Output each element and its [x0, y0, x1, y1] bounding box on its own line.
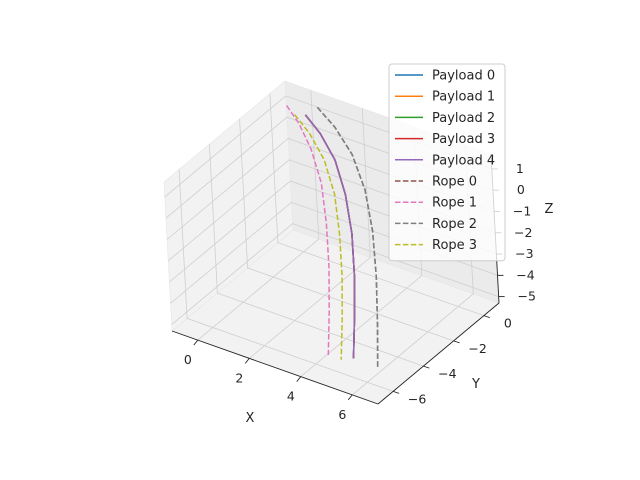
grid-line-x [197, 90, 320, 341]
x-tick-label: 6 [338, 407, 346, 422]
legend-label: Payload 0 [432, 69, 495, 84]
x-tick-mark [244, 358, 250, 364]
series-lines [285, 105, 379, 369]
z-axis-label: Z [545, 202, 554, 217]
z-tick-label: 1 [516, 161, 524, 176]
x-tick-label: 2 [235, 370, 243, 385]
legend: Payload 0 Payload 1 Payload 2 Payload 3 Payl… [388, 63, 506, 262]
y-tick-label: −6 [408, 391, 426, 406]
grid-line-z [171, 223, 499, 325]
x-tick-mark [296, 376, 302, 382]
legend-label: Payload 3 [432, 132, 495, 147]
z-tick-label: −2 [514, 225, 532, 240]
grid-lines [164, 90, 499, 396]
z-tick-label: −3 [515, 246, 533, 261]
series-line-8 [294, 114, 343, 360]
series-line-7 [316, 106, 379, 369]
legend-label: Rope 3 [432, 238, 477, 253]
grid-line-y [178, 169, 394, 392]
pane-left [163, 80, 294, 332]
legend-label: Rope 2 [432, 217, 477, 232]
x-axis-label: X [246, 411, 255, 426]
y-tick-label: 0 [504, 316, 512, 331]
x-axis-line [171, 330, 379, 405]
series-line-4 [304, 114, 356, 359]
grid-line-y [209, 144, 424, 367]
z-tick-label: −4 [516, 267, 534, 282]
legend-label: Rope 1 [432, 196, 477, 211]
legend-frame [388, 63, 506, 262]
x-tick-label: 0 [184, 352, 192, 367]
grid-line-y [269, 93, 485, 316]
y-tick-mark [392, 390, 400, 394]
y-tick-mark [483, 315, 491, 319]
tick-labels: 0 2 4 6 −6 −4 −2 0 −5 −4 −3 −2 −1 0 1 [184, 161, 536, 422]
y-tick-label: −4 [438, 366, 456, 381]
z-tick-label: −1 [513, 204, 531, 219]
y-tick-mark [423, 365, 430, 369]
y-tick-mark [453, 340, 460, 344]
legend-label: Payload 4 [432, 153, 495, 168]
x-tick-mark [347, 394, 353, 401]
grid-line-y [239, 118, 454, 342]
series-line-6 [285, 105, 330, 356]
legend-label: Rope 0 [432, 175, 477, 190]
legend-label: Payload 2 [432, 111, 495, 126]
z-tick-label: 0 [517, 182, 525, 197]
x-tick-label: 4 [287, 389, 295, 404]
grid-line-x [249, 108, 371, 359]
z-tick-label: −5 [517, 289, 535, 304]
legend-label: Payload 1 [432, 90, 495, 105]
x-tick-mark [193, 339, 199, 346]
y-axis-line [377, 302, 500, 405]
y-axis-label: Y [471, 377, 480, 392]
y-tick-label: −2 [468, 341, 486, 356]
